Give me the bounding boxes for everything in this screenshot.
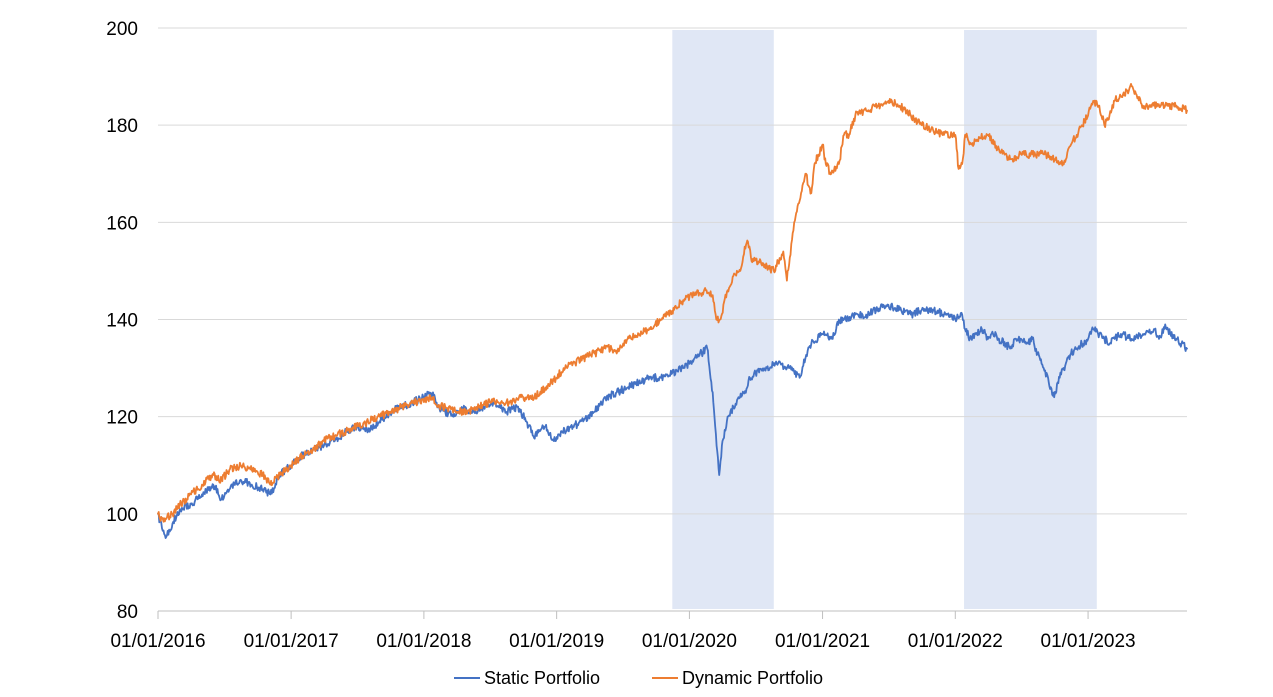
x-tick-label-01-01-2018: 01/01/2018: [376, 631, 471, 652]
y-tick-label-180: 180: [106, 116, 138, 137]
x-tick-label-01-01-2017: 01/01/2017: [244, 631, 339, 652]
legend: Static Portfolio Dynamic Portfolio: [454, 668, 823, 688]
legend-label-1: Static Portfolio: [484, 668, 600, 688]
gridlines: [158, 27, 1187, 515]
x-tick-label-01-01-2016: 01/01/2016: [110, 631, 205, 652]
legend-label-2: Dynamic Portfolio: [682, 668, 823, 688]
y-tick-label-100: 100: [106, 505, 138, 526]
y-tick-label-200: 200: [106, 19, 138, 40]
series-line-static-portfolio: [157, 302, 1188, 539]
y-tick-label-120: 120: [106, 408, 138, 429]
series-line-dynamic-portfolio: [157, 83, 1188, 523]
x-tick-label-01-01-2019: 01/01/2019: [509, 631, 604, 652]
y-tick-label-80: 80: [117, 602, 138, 623]
series-lines: [157, 83, 1188, 539]
x-tick-label-01-01-2022: 01/01/2022: [908, 631, 1003, 652]
y-tick-label-160: 160: [106, 213, 138, 234]
axes: 80 100 120 140 160 180 200 01/01/2016 01/01/2017…: [106, 19, 1187, 652]
x-tick-label-01-01-2021: 01/01/2021: [775, 631, 870, 652]
x-tick-label-01-01-2023: 01/01/2023: [1041, 631, 1136, 652]
y-tick-label-140: 140: [106, 311, 138, 332]
x-tick-label-01-01-2020: 01/01/2020: [642, 631, 737, 652]
